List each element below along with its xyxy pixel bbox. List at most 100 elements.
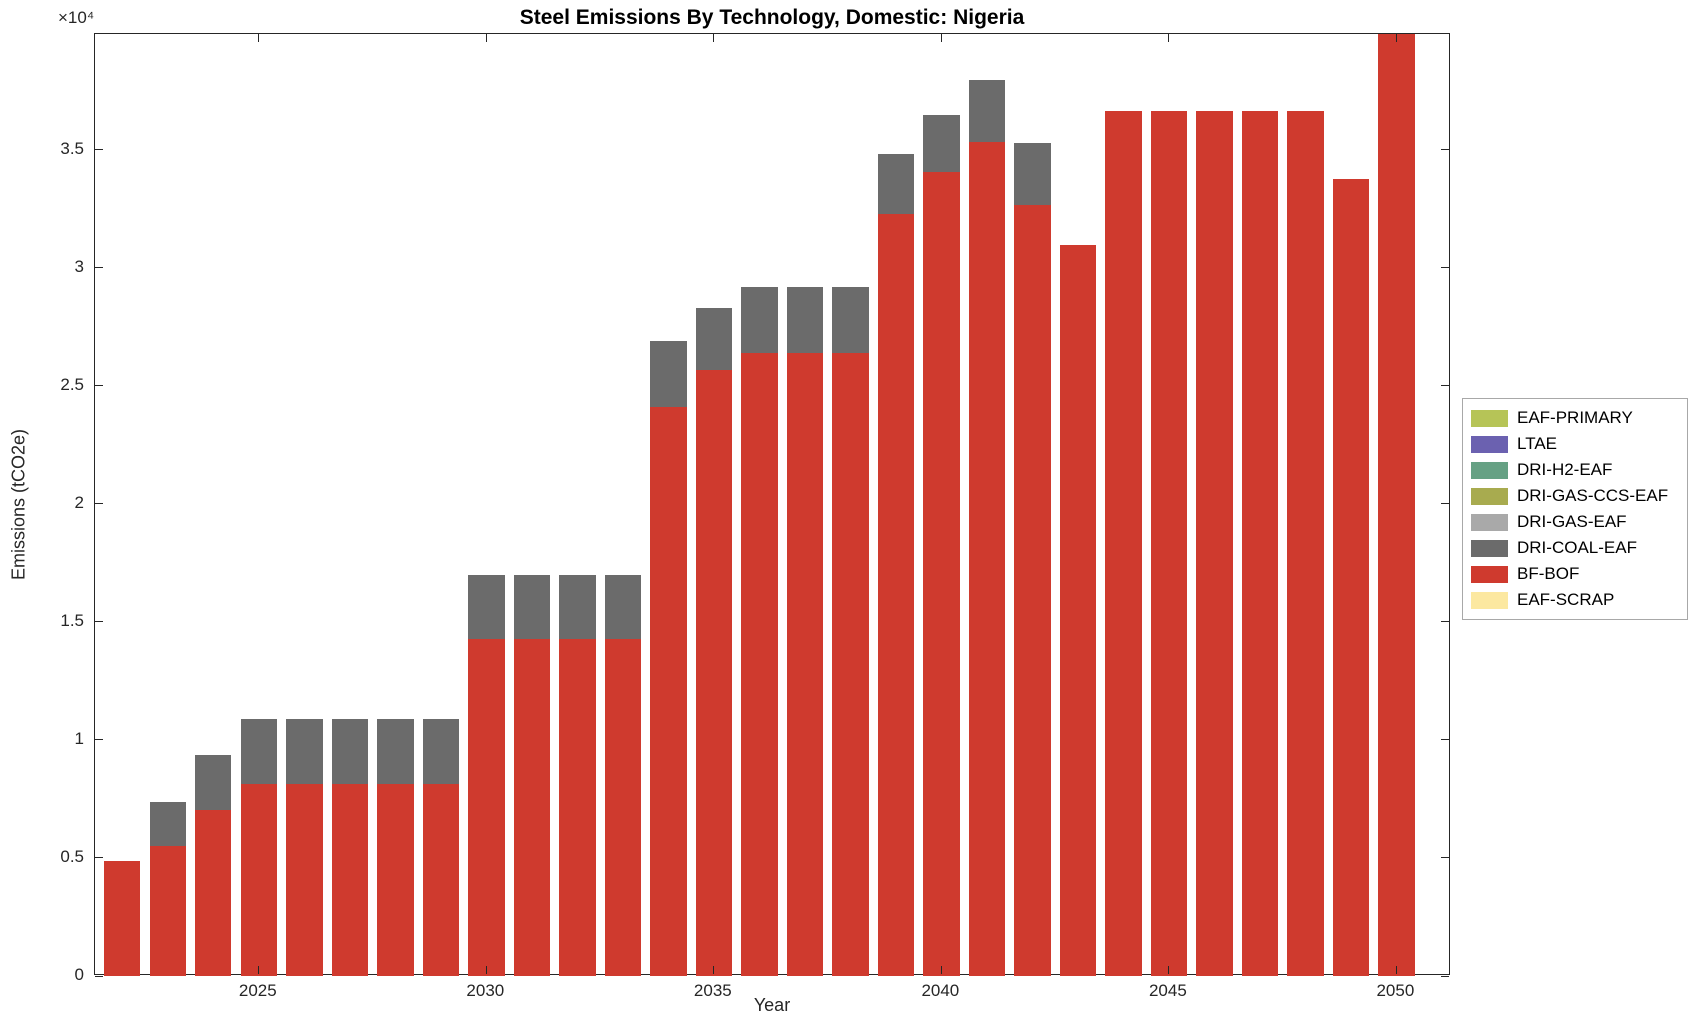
y-tick-mark — [95, 503, 103, 505]
bar-segment-bf-bof — [1196, 110, 1233, 976]
y-tick-mark — [1441, 149, 1449, 151]
legend-box: EAF-PRIMARY LTAE DRI-H2-EAF DRI-GAS-CCS-EAF… — [1462, 398, 1688, 620]
legend-entry: DRI-GAS-CCS-EAF — [1471, 483, 1679, 509]
bar-segment-dri-coal-eaf — [240, 719, 277, 784]
bar-segment-bf-bof — [149, 845, 186, 976]
legend-label: EAF-PRIMARY — [1517, 408, 1633, 427]
y-tick-mark — [1441, 503, 1449, 505]
legend-entry: DRI-GAS-EAF — [1471, 509, 1679, 535]
legend-label: DRI-H2-EAF — [1517, 460, 1613, 479]
legend-entry: LTAE — [1471, 431, 1679, 457]
x-tick-mark — [1395, 966, 1397, 974]
x-axis-label: Year — [753, 995, 791, 1015]
legend-swatch-dri-coal-eaf — [1471, 539, 1508, 557]
y-tick-label: 0.5 — [60, 846, 84, 866]
x-tick-label: 2045 — [1148, 981, 1187, 1000]
bar-segment-dri-coal-eaf — [650, 340, 687, 407]
bar-segment-bf-bof — [786, 353, 824, 976]
x-tick-mark — [940, 34, 942, 42]
x-tick-label: 2050 — [1376, 981, 1415, 1000]
y-tick-mark — [95, 267, 103, 269]
y-tick-mark — [1441, 739, 1449, 741]
plot-area — [94, 33, 1450, 977]
y-tick-mark — [95, 621, 103, 623]
bar-segment-bf-bof — [695, 369, 733, 976]
x-tick-mark — [1395, 34, 1397, 42]
x-tick-mark — [1168, 966, 1170, 974]
legend-label: DRI-GAS-EAF — [1517, 512, 1627, 531]
bar-segment-bf-bof — [377, 783, 414, 976]
y-tick-mark — [1441, 857, 1449, 859]
y-tick-label: 1 — [74, 728, 84, 748]
bar-segment-dri-coal-eaf — [923, 115, 960, 172]
bar-segment-bf-bof — [331, 783, 368, 976]
legend-entry: EAF-SCRAP — [1471, 587, 1679, 613]
legend-swatch-bf-bof — [1471, 565, 1508, 583]
bar-segment-dri-coal-eaf — [695, 308, 733, 370]
bar-segment-bf-bof — [923, 171, 960, 976]
bar-segment-dri-coal-eaf — [286, 719, 323, 784]
x-tick-mark — [258, 966, 260, 974]
bar-segment-bf-bof — [1014, 204, 1051, 976]
x-tick-mark — [485, 966, 487, 974]
x-tick-mark — [258, 34, 260, 42]
bar-segment-dri-coal-eaf — [968, 80, 1006, 143]
bar-segment-dri-coal-eaf — [559, 574, 596, 640]
bar-segment-bf-bof — [968, 142, 1006, 976]
bar-segment-bf-bof — [1332, 179, 1370, 976]
bar-segment-bf-bof — [422, 783, 459, 976]
legend-label: DRI-GAS-CCS-EAF — [1517, 486, 1669, 505]
bar-segment-dri-coal-eaf — [877, 154, 915, 215]
x-tick-label: 2040 — [921, 981, 960, 1000]
legend-entry: EAF-PRIMARY — [1471, 405, 1679, 431]
y-tick-mark — [95, 149, 103, 151]
y-tick-label: 2 — [74, 492, 84, 512]
x-tick-label: 2030 — [466, 981, 505, 1000]
bar-segment-bf-bof — [286, 783, 323, 976]
bar-segment-bf-bof — [468, 639, 505, 976]
legend-swatch-dri-gas-ccs-eaf — [1471, 487, 1508, 505]
bar-segment-dri-coal-eaf — [604, 574, 642, 640]
legend-swatch-eaf-scrap — [1471, 591, 1508, 609]
y-tick-mark — [95, 385, 103, 387]
bar-segment-bf-bof — [877, 214, 915, 976]
x-tick-mark — [1168, 34, 1170, 42]
bar-segment-dri-coal-eaf — [832, 287, 869, 354]
bar-segment-bf-bof — [240, 783, 277, 976]
y-tick-label: 2.5 — [60, 374, 84, 394]
bar-segment-bf-bof — [1287, 110, 1324, 976]
x-tick-label: 2035 — [693, 981, 732, 1000]
legend-label: EAF-SCRAP — [1517, 590, 1615, 609]
bar-segment-bf-bof — [1378, 34, 1415, 976]
bar-segment-dri-coal-eaf — [786, 287, 824, 354]
y-tick-mark — [1441, 975, 1449, 977]
bar-segment-dri-coal-eaf — [149, 802, 186, 846]
legend-label: BF-BOF — [1517, 564, 1580, 583]
y-tick-mark — [1441, 621, 1449, 623]
bar-segment-bf-bof — [195, 810, 232, 976]
x-tick-mark — [713, 966, 715, 974]
y-tick-mark — [95, 739, 103, 741]
bar-segment-bf-bof — [104, 860, 141, 976]
legend-label: DRI-COAL-EAF — [1517, 538, 1637, 557]
legend-entry: DRI-H2-EAF — [1471, 457, 1679, 483]
legend-entry: DRI-COAL-EAF — [1471, 535, 1679, 561]
y-tick-label: 0 — [74, 965, 84, 984]
y-tick-mark — [1441, 267, 1449, 269]
bar-segment-dri-coal-eaf — [741, 287, 778, 354]
bar-segment-bf-bof — [650, 407, 687, 976]
y-axis-multiplier: ×10⁴ — [58, 8, 95, 27]
bar-segment-dri-coal-eaf — [195, 755, 232, 811]
bar-segment-bf-bof — [559, 639, 596, 976]
y-tick-mark — [95, 975, 103, 977]
bar-segment-bf-bof — [1241, 110, 1279, 976]
x-tick-mark — [713, 34, 715, 42]
bar-segment-dri-coal-eaf — [513, 574, 551, 640]
bar-segment-bf-bof — [741, 353, 778, 976]
chart-title: Steel Emissions By Technology, Domestic:… — [519, 6, 1025, 29]
legend-swatch-ltae — [1471, 435, 1508, 453]
x-tick-label: 2025 — [238, 981, 277, 1000]
legend-swatch-eaf-primary — [1471, 409, 1508, 427]
bar-segment-bf-bof — [513, 639, 551, 976]
